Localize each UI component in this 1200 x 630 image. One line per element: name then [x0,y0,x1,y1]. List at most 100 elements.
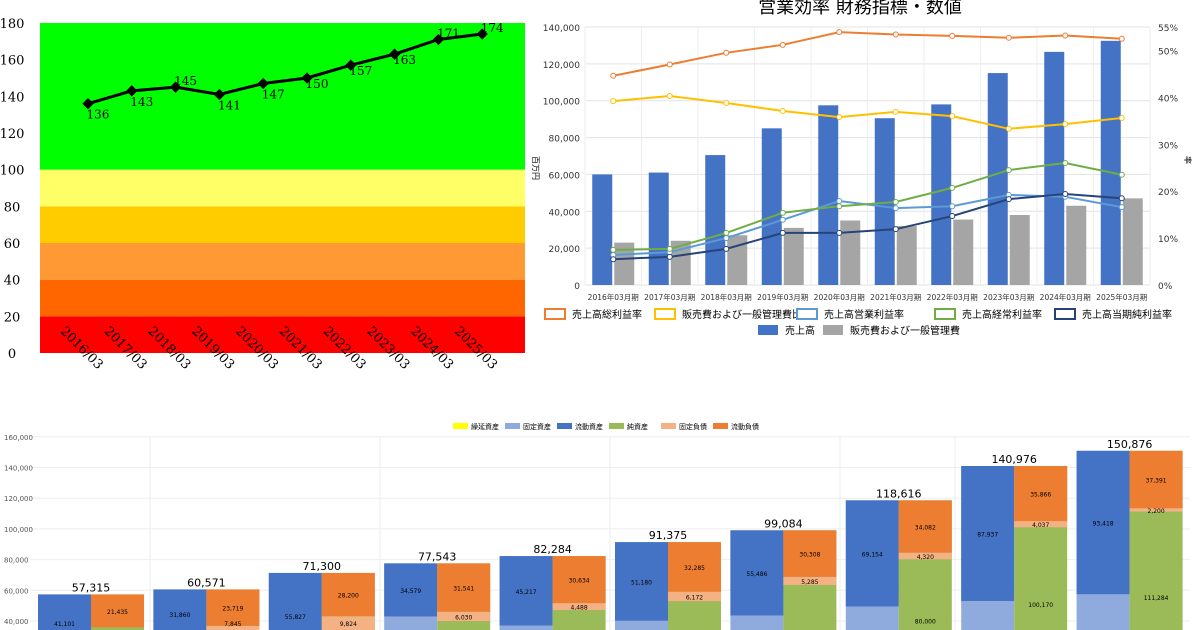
data-label: 174 [481,21,504,35]
value-label: 31,860 [169,612,190,619]
y-tick-label: 40 [4,274,21,289]
bar-sales [592,174,613,285]
legend-label: 繰延資産 [471,422,499,431]
score-line [87,32,483,106]
legend-swatch [453,423,468,429]
y-tick-label: 60 [4,237,21,252]
band [40,169,525,207]
value-label: 111,284 [1144,595,1169,602]
legend-label: 販売費および一般管理費 [850,324,960,337]
line-marker [610,246,617,253]
total-label: 82,284 [533,543,572,556]
value-label: 35,866 [1030,492,1051,499]
ratio-line [613,162,1122,251]
value-label: 4,488 [571,605,588,612]
y-tick-label: 0 [574,282,580,292]
legend-swatch [934,308,956,320]
y-tick-label: 40,000 [4,618,29,626]
y-tick-label: 140,000 [543,24,580,34]
legend-swatch [1054,308,1076,320]
value-label: 23,719 [222,606,243,613]
legend-swatch [713,423,728,429]
current-assets-bar [153,589,207,630]
y2-tick-label: 0% [1158,282,1173,292]
line-marker [779,229,786,236]
data-point [388,48,401,60]
line-marker [1118,35,1125,42]
y-tick-label: 140,000 [4,465,33,473]
total-label: 118,616 [876,487,922,500]
current-liabilities-bar [206,589,260,626]
line-marker [723,99,730,106]
line-marker [949,213,956,220]
total-label: 57,315 [72,581,111,594]
y-tick-label: 60,000 [4,587,29,595]
legend-swatch [557,423,572,429]
total-label: 71,300 [303,560,342,573]
legend-label: 売上高営業利益率 [824,308,904,321]
fixed-liabilities-bar [206,625,260,630]
legend-swatch [609,423,624,429]
bar-sga [840,220,861,285]
line-marker [1118,195,1125,202]
bar-sga [670,240,691,285]
chart-title: 営業効率 財務指標・数値 [758,0,962,18]
total-label: 91,375 [649,529,688,542]
line-marker [666,245,673,252]
current-liabilities-bar [1014,466,1068,522]
data-label: 141 [218,99,241,113]
bar-sales [874,118,895,285]
current-assets-bar [268,572,322,630]
line-marker [836,229,843,236]
legend-label: 売上高総利益率 [572,308,642,321]
current-liabilities-bar [783,530,837,577]
line-marker [892,198,899,205]
legend-label: 流動負債 [731,422,759,431]
bar-sales [931,104,952,286]
line-marker [1005,167,1012,174]
value-label: 28,200 [338,593,359,600]
data-label: 136 [87,108,110,122]
line-marker [892,205,899,212]
value-label: 41,101 [54,621,75,628]
current-assets-bar [38,594,91,630]
bar-sales [1044,51,1065,285]
ratio-line [613,192,1122,261]
y-tick-label: 180 [0,17,24,32]
line-marker [610,98,617,105]
y2-axis-label: 率 [1183,156,1193,164]
data-label: 163 [393,53,416,67]
line-marker [723,49,730,56]
line-marker [1118,171,1125,178]
legend-swatch [796,308,818,320]
data-label: 143 [130,95,153,109]
line-marker [666,253,673,260]
line-marker [836,29,843,36]
y-tick-label: 120 [0,127,24,142]
value-label: 87,937 [977,531,998,538]
value-label: 21,435 [107,609,128,616]
line-marker [892,31,899,38]
efficiency-combo-chart: 営業効率 財務指標・数値 0 20,000 40,000 60,000 80,000 100… [531,0,1193,337]
legend-swatch [505,423,520,429]
y-tick-label: 80,000 [549,135,581,145]
fixed-liabilities-bar [668,591,721,602]
fixed-liabilities-bar [1129,508,1183,512]
value-label: 6,172 [686,594,703,601]
current-assets-bar [384,563,438,617]
total-label: 99,084 [764,517,803,530]
value-label: 55,827 [285,614,306,621]
bar-sga [896,226,917,285]
current-assets-bar [730,530,784,616]
current-assets-bar [961,466,1015,601]
value-label: 9,824 [340,621,357,628]
line-marker [1005,34,1012,41]
current-liabilities-bar [1129,450,1183,509]
current-assets-bar [615,542,668,621]
value-label: 80,000 [915,619,936,626]
data-label: 147 [262,88,285,102]
x-tick-label: 2024年03月期 [1040,292,1091,302]
bar-sga [953,219,974,285]
band [40,206,525,243]
legend-label: 純資産 [627,422,648,431]
